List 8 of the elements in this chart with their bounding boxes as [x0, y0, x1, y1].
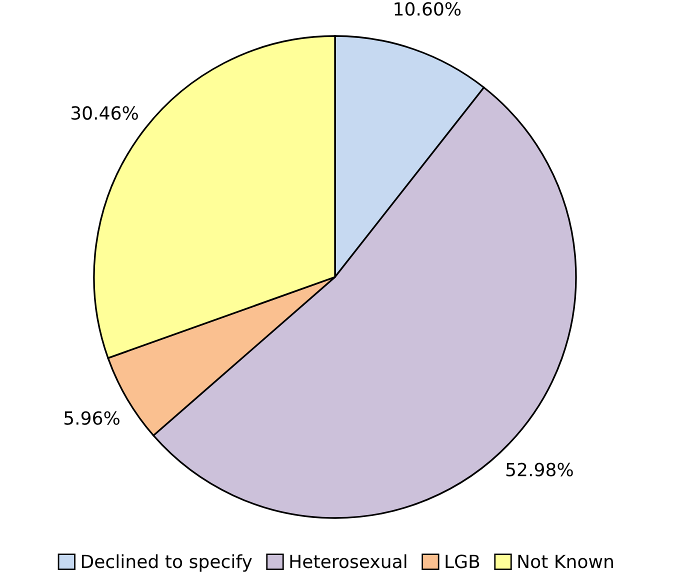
- data-label: 30.46%: [71, 106, 138, 120]
- data-label: 52.98%: [506, 462, 573, 476]
- legend-label: Not Known: [518, 554, 613, 568]
- data-label: 5.96%: [64, 411, 120, 425]
- data-label: 10.60%: [394, 2, 461, 16]
- legend-label: LGB: [446, 554, 480, 568]
- legend-label: Declined to specify: [82, 554, 252, 572]
- legend-label: Heterosexual: [290, 554, 406, 568]
